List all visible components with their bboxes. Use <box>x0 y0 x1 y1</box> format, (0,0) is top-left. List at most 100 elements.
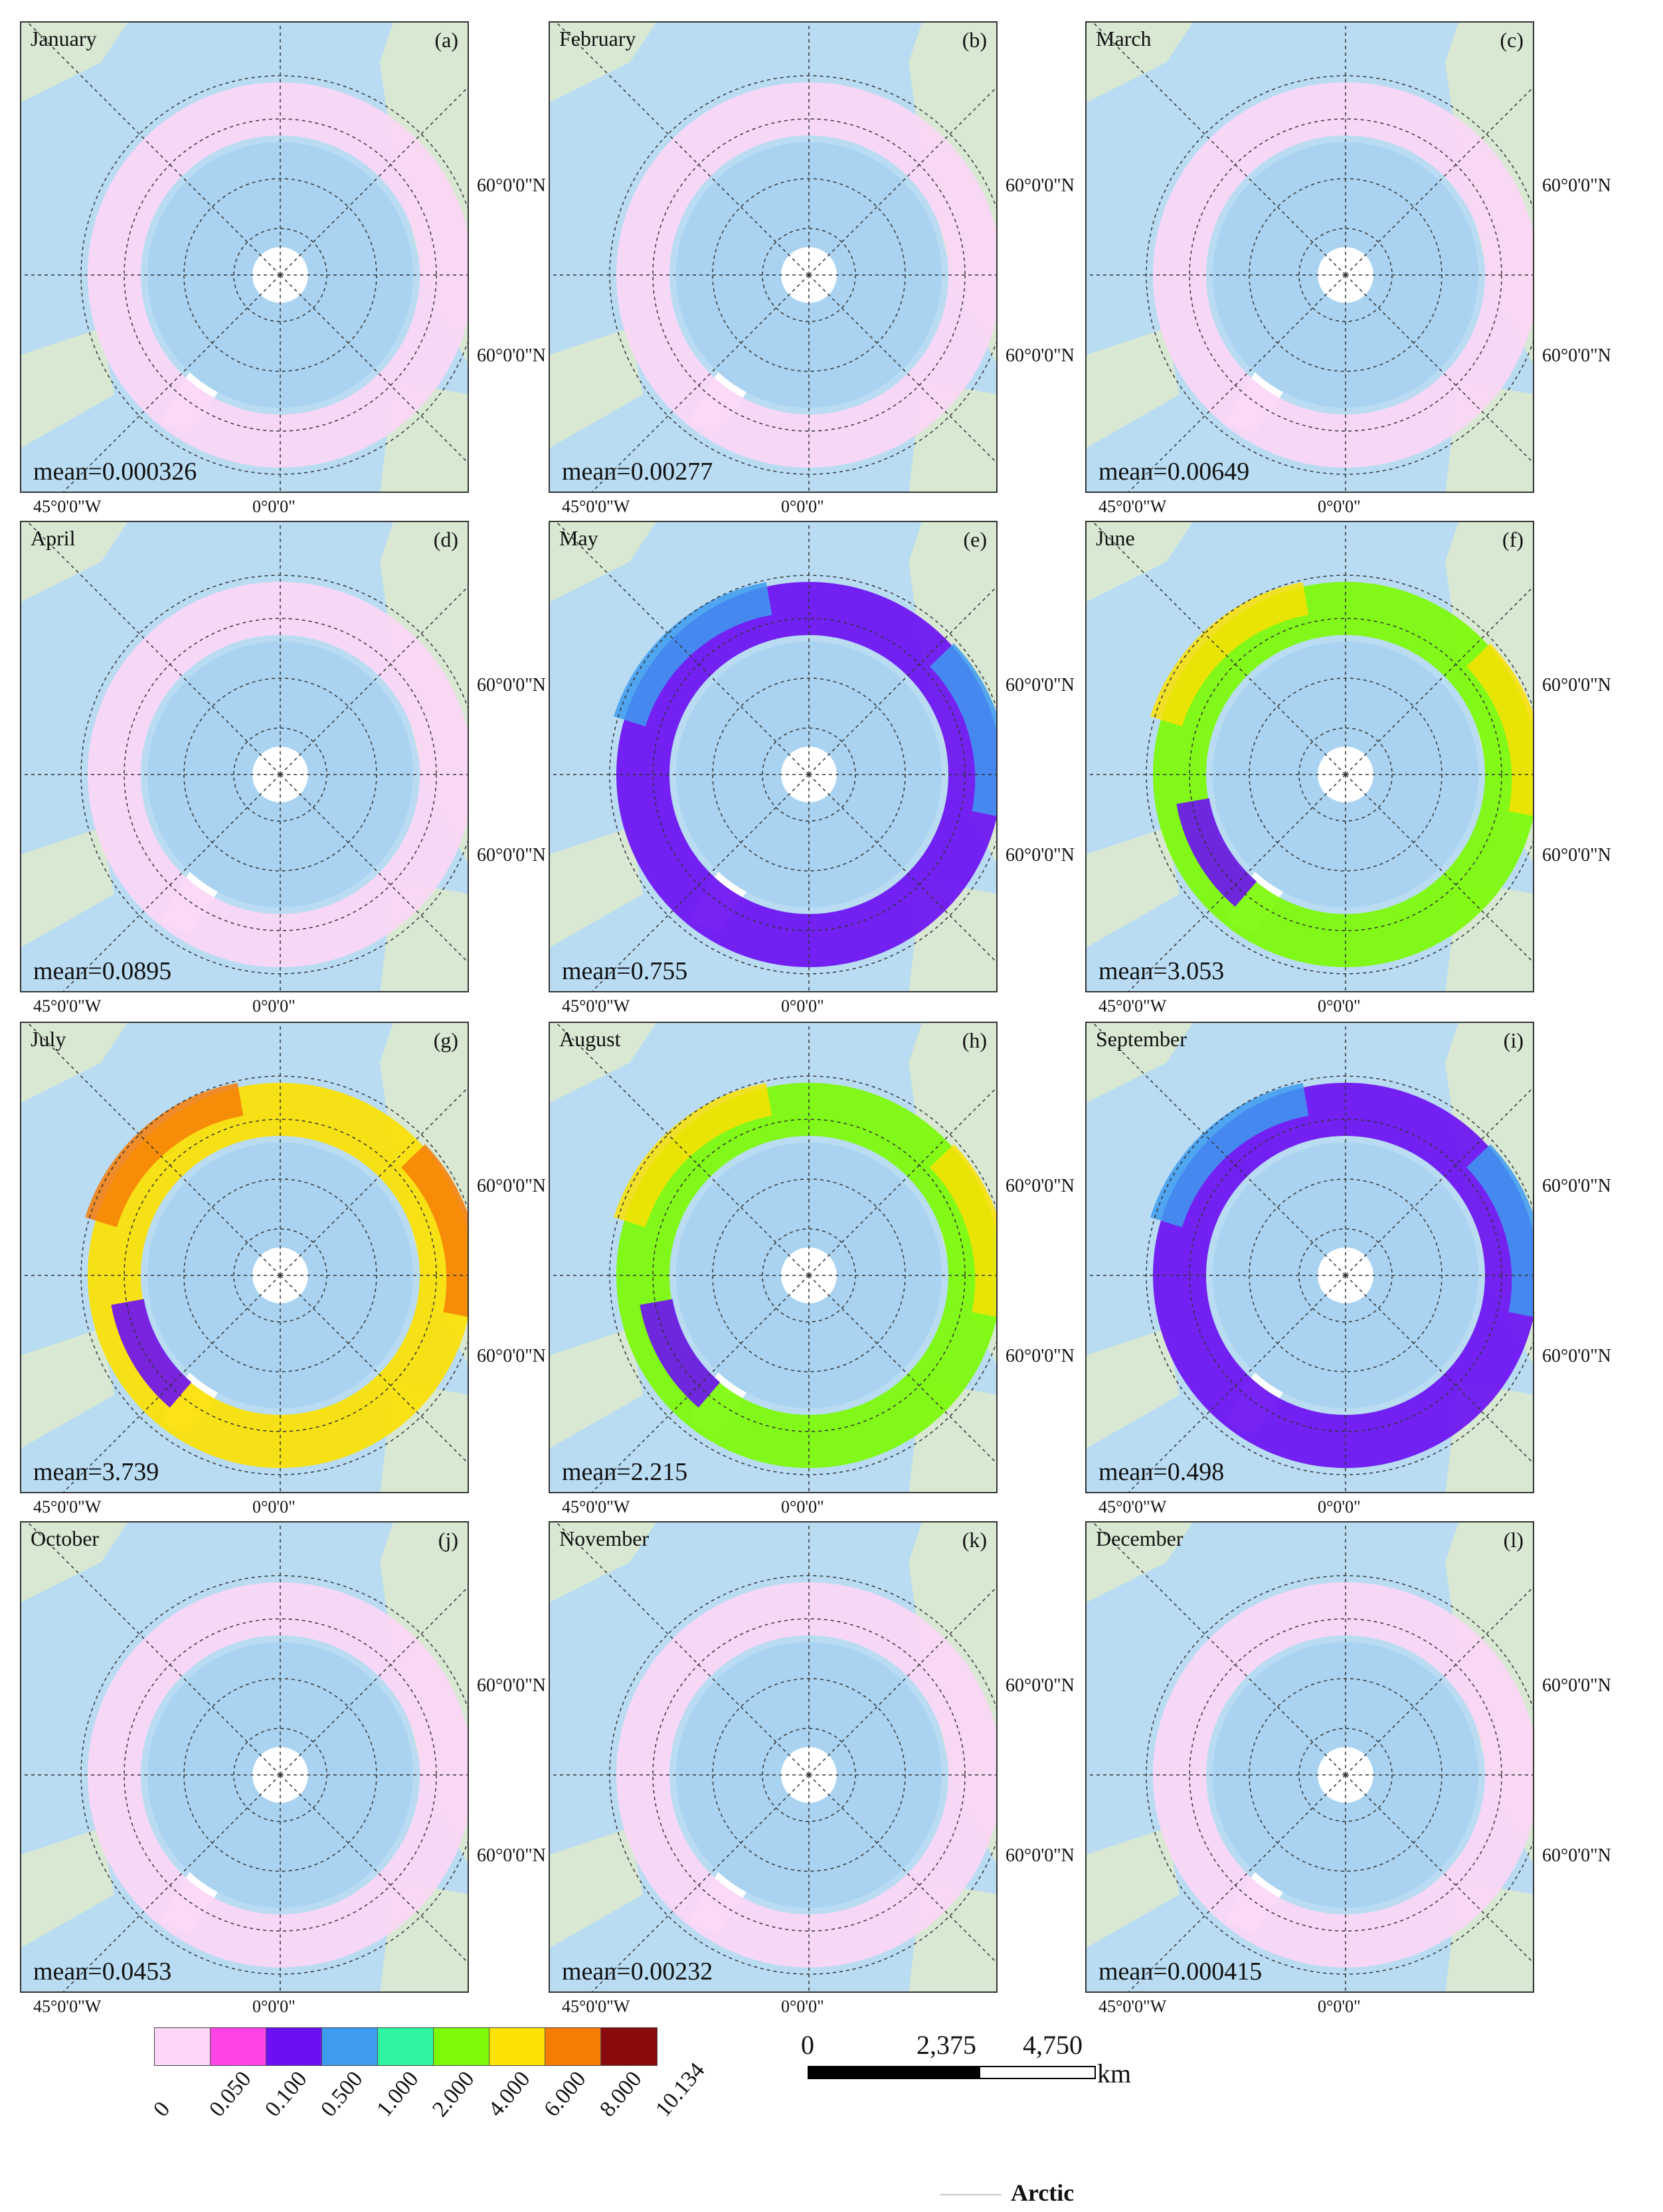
map-panel-april: April (d) mean=0.0895 <box>20 521 469 992</box>
mean-value: mean=3.053 <box>1098 957 1225 985</box>
month-label: September <box>1096 1027 1187 1051</box>
longitude-label-west: 45°0'0"W <box>33 1997 102 2016</box>
meridian-line <box>280 1275 468 1464</box>
month-label: October <box>31 1526 100 1550</box>
map-panel-august: August (h) mean=2.215 <box>549 1022 998 1493</box>
meridian-line <box>1345 1586 1533 1776</box>
latitude-label-lower: 60°0'0"N <box>1542 1346 1611 1366</box>
latitude-label-upper: 60°0'0"N <box>477 1176 546 1196</box>
polar-map <box>550 1023 996 1492</box>
month-label: December <box>1096 1526 1183 1550</box>
panel-letter: (h) <box>962 1028 987 1052</box>
panel-letter: (l) <box>1503 1528 1524 1552</box>
latitude-label-upper: 60°0'0"N <box>1542 175 1611 196</box>
legend-swatch <box>266 2028 322 2065</box>
latitude-label-lower: 60°0'0"N <box>477 1346 546 1366</box>
month-label: April <box>31 526 76 550</box>
meridian-line <box>591 1275 810 1492</box>
land-mass <box>550 23 996 492</box>
polar-map <box>1087 522 1533 991</box>
meridian-line <box>62 1774 281 1991</box>
latitude-label-lower: 60°0'0"N <box>477 845 546 866</box>
meridian-line <box>1092 1522 1346 1776</box>
mean-value: mean=0.00232 <box>562 1958 713 1985</box>
latitude-label-upper: 60°0'0"N <box>1006 675 1075 695</box>
meridian-line <box>27 23 281 276</box>
land-mass <box>21 1023 468 1492</box>
latitude-label-lower: 60°0'0"N <box>477 1845 546 1866</box>
meridian-line <box>280 1774 468 1964</box>
mean-value: mean=0.000326 <box>33 458 197 486</box>
value-patch-low <box>111 1299 192 1408</box>
legend-swatch <box>489 2028 545 2065</box>
mean-value: mean=0.00649 <box>1098 458 1250 486</box>
longitude-label-zero: 0°0'0" <box>1318 497 1361 516</box>
scale-segment-white <box>979 2066 1096 2079</box>
panel-letter: (b) <box>962 28 987 52</box>
legend-swatch <box>601 2028 657 2065</box>
meridian-line <box>808 774 996 963</box>
map-panel-december: December (l) mean=0.000415 <box>1085 1521 1534 1993</box>
panel-letter: (i) <box>1503 1028 1524 1052</box>
legend-swatch <box>434 2028 489 2065</box>
legend-tick-label: 4.000 <box>483 2067 535 2122</box>
meridian-line <box>280 274 468 464</box>
value-patch-high <box>400 1144 468 1317</box>
land-mass <box>1087 23 1533 492</box>
value-patch-low <box>640 1299 721 1408</box>
meridian-line <box>1345 1275 1533 1464</box>
scale-unit: km <box>1097 2059 1132 2088</box>
land-mass <box>550 522 996 991</box>
map-panel-november: November (k) mean=0.00232 <box>549 1521 998 1993</box>
latitude-label-upper: 60°0'0"N <box>477 1675 546 1696</box>
meridian-line <box>1345 1774 1533 1964</box>
longitude-label-zero: 0°0'0" <box>1318 996 1361 1016</box>
longitude-label-west: 45°0'0"W <box>1098 1497 1167 1517</box>
map-panel-september: September (i) mean=0.498 <box>1085 1022 1534 1493</box>
legend-swatch <box>378 2028 434 2065</box>
value-patch-high <box>929 643 996 816</box>
arctic-line-symbol <box>940 2194 1002 2195</box>
meridian-line <box>1345 1087 1533 1276</box>
month-label: January <box>31 27 97 50</box>
value-patch-high <box>614 1083 772 1228</box>
longitude-label-zero: 0°0'0" <box>1318 1997 1361 2016</box>
legend-swatch <box>155 2028 211 2065</box>
legend-tick-label: 0 <box>149 2096 175 2122</box>
legend-tick-label: 1.000 <box>372 2067 424 2122</box>
legend-swatch <box>322 2028 378 2065</box>
latitude-label-upper: 60°0'0"N <box>1542 1176 1611 1196</box>
meridian-line <box>27 1522 281 1776</box>
land-mass <box>550 1023 996 1492</box>
polar-map <box>550 522 996 991</box>
month-label: February <box>559 27 636 50</box>
meridian-line <box>62 1275 281 1492</box>
longitude-label-zero: 0°0'0" <box>252 1497 296 1517</box>
polar-map <box>550 1522 996 1991</box>
meridian-line <box>1345 86 1533 276</box>
latitude-label-upper: 60°0'0"N <box>1542 675 1611 695</box>
panel-letter: (d) <box>433 527 458 551</box>
meridian-line <box>808 1275 996 1464</box>
land-mass <box>1087 522 1533 991</box>
legend-tick-label: 10.134 <box>651 2058 710 2122</box>
latitude-label-upper: 60°0'0"N <box>1006 1675 1075 1696</box>
polar-map <box>1087 1023 1533 1492</box>
polar-map <box>1087 23 1533 492</box>
scale-label-0: 0 <box>801 2030 814 2060</box>
month-label: August <box>559 1027 621 1051</box>
panel-letter: (k) <box>962 1528 987 1552</box>
panel-letter: (a) <box>434 28 458 52</box>
scale-label-mid: 2,375 <box>917 2030 976 2060</box>
longitude-label-zero: 0°0'0" <box>781 1997 824 2016</box>
legend-tick-label: 2.000 <box>428 2067 480 2122</box>
polar-map <box>21 1023 468 1492</box>
month-label: July <box>31 1027 66 1051</box>
longitude-label-west: 45°0'0"W <box>1098 1997 1167 2016</box>
panel-letter: (e) <box>963 527 987 551</box>
polar-map <box>550 23 996 492</box>
land-mass <box>21 23 468 492</box>
panel-letter: (f) <box>1502 527 1524 551</box>
meridian-line <box>808 274 996 464</box>
meridian-line <box>62 274 281 492</box>
